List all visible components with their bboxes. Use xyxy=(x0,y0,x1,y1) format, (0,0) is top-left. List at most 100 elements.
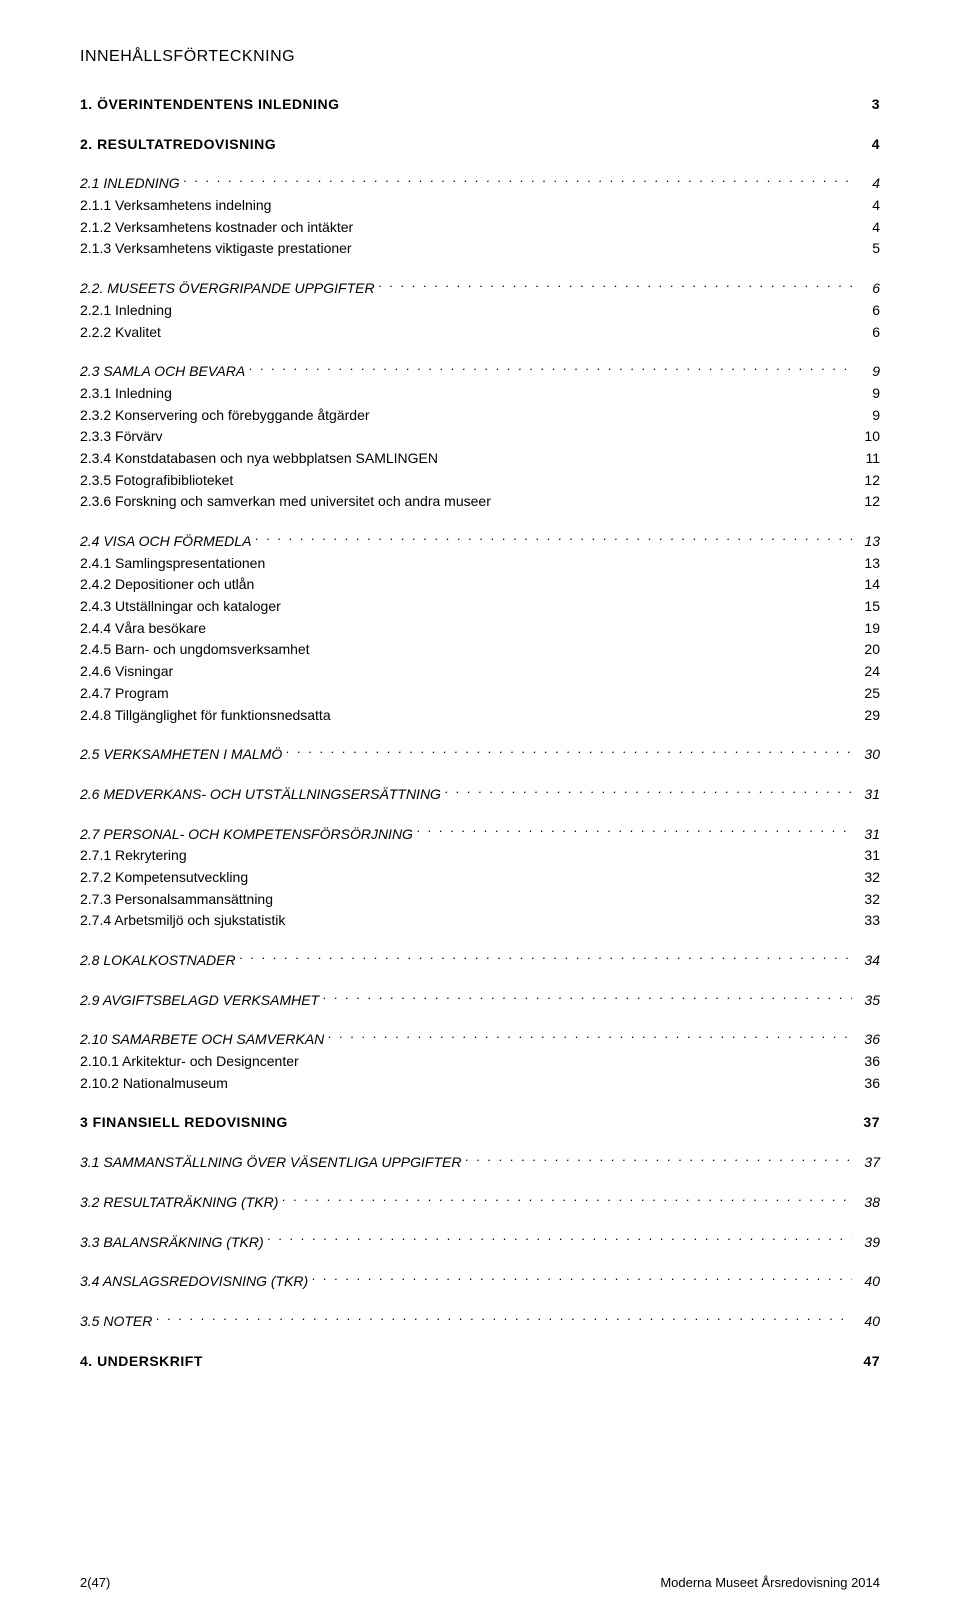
toc-entry-label: 2.1.2 Verksamhetens kostnader och intäkt… xyxy=(80,217,353,239)
footer-left: 2(47) xyxy=(80,1575,110,1590)
toc-leader xyxy=(282,1193,852,1207)
toc-entry: 2.2.1 Inledning 6 xyxy=(80,300,880,322)
toc-leader xyxy=(312,1272,852,1286)
toc-entry: 2.4.6 Visningar24 xyxy=(80,661,880,683)
toc-leader xyxy=(292,1113,852,1127)
toc-entry-page: 31 xyxy=(856,845,880,867)
toc-entry-label: 2.5 VERKSAMHETEN I MALMÖ xyxy=(80,744,282,766)
toc-entry-label: 2.4.4 Våra besökare xyxy=(80,618,206,640)
toc-leader xyxy=(268,1233,852,1247)
toc-leader xyxy=(258,575,852,589)
toc-entry-page: 4 xyxy=(856,173,880,195)
toc-entry-label: 2.6 MEDVERKANS- OCH UTSTÄLLNINGSERSÄTTNI… xyxy=(80,784,441,806)
toc-leader xyxy=(255,532,852,546)
toc-leader xyxy=(357,218,852,232)
toc-entry-label: 4. UNDERSKRIFT xyxy=(80,1351,203,1373)
toc-entry-page: 12 xyxy=(856,491,880,513)
toc-entry-label: 2.3.4 Konstdatabasen och nya webbplatsen… xyxy=(80,448,438,470)
toc-entry-page: 10 xyxy=(856,426,880,448)
toc-entry: 2.5 VERKSAMHETEN I MALMÖ 30 xyxy=(80,744,880,766)
toc-entry: 2.4.1 Samlingspresentationen13 xyxy=(80,553,880,575)
toc-entry: 2.4.8 Tillgänglighet för funktionsnedsat… xyxy=(80,705,880,727)
toc-leader xyxy=(280,135,852,149)
toc-entry-label: 2.7.2 Kompetensutveckling xyxy=(80,867,248,889)
toc-entry: 2.7.3 Personalsammansättning32 xyxy=(80,889,880,911)
toc-entry-label: 2.7 PERSONAL- OCH KOMPETENSFÖRSÖRJNING xyxy=(80,824,413,846)
page-footer: 2(47) Moderna Museet Årsredovisning 2014 xyxy=(80,1575,880,1590)
toc-entry-label: 2.3.5 Fotografibiblioteket xyxy=(80,470,233,492)
toc-entry-label: 2.10.1 Arkitektur- och Designcenter xyxy=(80,1051,299,1073)
toc-leader xyxy=(207,1352,852,1366)
toc-leader xyxy=(240,951,852,965)
toc-entry-page: 4 xyxy=(856,217,880,239)
toc-leader xyxy=(176,384,852,398)
toc-leader xyxy=(252,868,852,882)
toc-entry-page: 6 xyxy=(856,278,880,300)
toc-entry: 3.3 BALANSRÄKNING (TKR)39 xyxy=(80,1232,880,1254)
toc-entry: 2.8 LOKALKOSTNADER34 xyxy=(80,950,880,972)
toc-leader xyxy=(156,1312,852,1326)
toc-entry-label: 2.4.1 Samlingspresentationen xyxy=(80,553,265,575)
toc-entry-page: 15 xyxy=(856,596,880,618)
toc-entry-label: 2.10.2 Nationalmuseum xyxy=(80,1073,228,1095)
toc-entry: 4. UNDERSKRIFT 47 xyxy=(80,1351,880,1373)
toc-leader xyxy=(191,846,852,860)
toc-entry: 2.3.2 Konservering och förebyggande åtgä… xyxy=(80,405,880,427)
toc-entry-page: 30 xyxy=(856,744,880,766)
toc-title: INNEHÅLLSFÖRTECKNING xyxy=(80,48,880,66)
toc-entry-label: 2.4 VISA OCH FÖRMEDLA xyxy=(80,531,251,553)
toc-entry-label: 1. ÖVERINTENDENTENS INLEDNING xyxy=(80,94,340,116)
toc-entry-page: 12 xyxy=(856,470,880,492)
toc-entry-label: 2.4.6 Visningar xyxy=(80,661,173,683)
toc-entry: 2.7 PERSONAL- OCH KOMPETENSFÖRSÖRJNING 31 xyxy=(80,824,880,846)
toc-entry: 2.3.1 Inledning9 xyxy=(80,383,880,405)
toc-entry-page: 25 xyxy=(856,683,880,705)
toc-entry-label: 3.1 SAMMANSTÄLLNING ÖVER VÄSENTLIGA UPPG… xyxy=(80,1152,461,1174)
toc-entry: 3.1 SAMMANSTÄLLNING ÖVER VÄSENTLIGA UPPG… xyxy=(80,1152,880,1174)
toc-entry: 2.7.4 Arbetsmiljö och sjukstatistik33 xyxy=(80,910,880,932)
toc-entry-label: 2.2.2 Kvalitet xyxy=(80,322,161,344)
toc-entry-page: 9 xyxy=(856,361,880,383)
toc-leader xyxy=(173,684,852,698)
toc-entry: 2.4 VISA OCH FÖRMEDLA13 xyxy=(80,531,880,553)
toc-entry-page: 14 xyxy=(856,574,880,596)
toc-entry: 2.4.7 Program25 xyxy=(80,683,880,705)
toc-entry-label: 2.7.1 Rekrytering xyxy=(80,845,187,867)
toc-entry-page: 9 xyxy=(856,405,880,427)
toc-entry-label: 2.2.1 Inledning xyxy=(80,300,172,322)
toc-entry-label: 2.7.4 Arbetsmiljö och sjukstatistik xyxy=(80,910,285,932)
toc-entry-page: 11 xyxy=(856,448,880,470)
toc-leader xyxy=(286,745,852,759)
toc-entry-page: 6 xyxy=(856,300,880,322)
toc-entry: 3.5 NOTER40 xyxy=(80,1311,880,1333)
toc-entry-label: 2.3.2 Konservering och förebyggande åtgä… xyxy=(80,405,370,427)
toc-entry-page: 47 xyxy=(856,1351,880,1373)
toc-entry-label: 2.3.1 Inledning xyxy=(80,383,172,405)
toc-entry-page: 37 xyxy=(856,1152,880,1174)
toc-entry: 2.3.3 Förvärv10 xyxy=(80,426,880,448)
toc-entry-label: 2.1 INLEDNING xyxy=(80,173,180,195)
toc-entry: 2.1 INLEDNING 4 xyxy=(80,173,880,195)
toc-entry-page: 36 xyxy=(856,1029,880,1051)
toc-entry: 2.2. MUSEETS ÖVERGRIPANDE UPPGIFTER6 xyxy=(80,278,880,300)
toc-entry-page: 36 xyxy=(856,1073,880,1095)
toc-entry-label: 3.3 BALANSRÄKNING (TKR) xyxy=(80,1232,264,1254)
toc-entry-page: 36 xyxy=(856,1051,880,1073)
toc-entry-page: 38 xyxy=(856,1192,880,1214)
toc-entry-label: 2.4.2 Depositioner och utlån xyxy=(80,574,254,596)
toc-leader xyxy=(356,239,852,253)
toc-leader xyxy=(285,597,852,611)
toc-entry-label: 2.4.8 Tillgänglighet för funktionsnedsat… xyxy=(80,705,331,727)
toc-entry: 2. RESULTATREDOVISNING4 xyxy=(80,134,880,156)
toc-leader xyxy=(249,362,852,376)
toc-leader xyxy=(269,554,852,568)
toc-leader xyxy=(176,301,852,315)
toc-leader xyxy=(237,471,852,485)
toc-leader xyxy=(445,785,852,799)
toc-entry-page: 31 xyxy=(856,824,880,846)
toc-leader xyxy=(210,619,852,633)
toc-leader xyxy=(165,323,852,337)
toc-entry-label: 2.3 SAMLA OCH BEVARA xyxy=(80,361,245,383)
toc-leader xyxy=(344,95,852,109)
toc-entry-page: 5 xyxy=(856,238,880,260)
